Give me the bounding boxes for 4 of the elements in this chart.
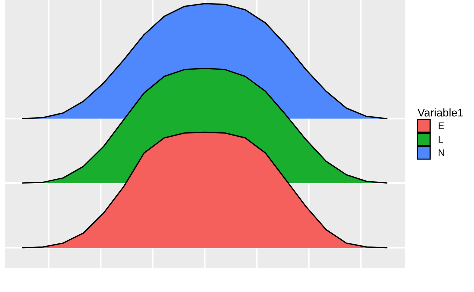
legend-label: N bbox=[438, 150, 444, 156]
legend-label: E bbox=[438, 122, 444, 130]
legend-title: Variable1 bbox=[418, 108, 464, 117]
legend-label: L bbox=[438, 136, 444, 143]
